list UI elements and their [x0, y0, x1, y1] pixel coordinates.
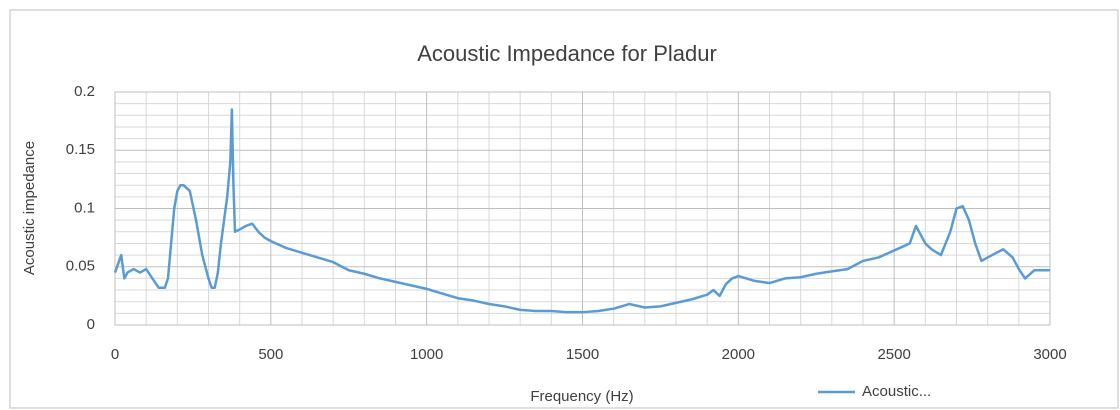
y-tick-label: 0	[87, 316, 95, 333]
x-tick-label: 1000	[410, 346, 443, 363]
y-tick-label: 0.05	[66, 258, 95, 275]
y-tick-label: 0.1	[74, 199, 95, 216]
legend-label: Acoustic...	[862, 383, 931, 400]
x-tick-label: 0	[111, 346, 119, 363]
data-line	[113, 108, 1050, 314]
x-tick-label: 2000	[722, 346, 755, 363]
y-tick-label: 0.2	[74, 83, 95, 100]
x-tick-label: 2500	[877, 346, 910, 363]
y-tick-label: 0.15	[66, 141, 95, 158]
x-tick-label: 500	[258, 346, 283, 363]
plot-border	[114, 91, 1051, 326]
y-axis-title: Acoustic impedance	[21, 141, 38, 275]
x-axis-title: Frequency (Hz)	[530, 388, 633, 405]
x-tick-label: 1500	[566, 346, 599, 363]
chart-title: Acoustic Impedance for Pladur	[417, 41, 717, 66]
x-tick-label: 3000	[1033, 346, 1066, 363]
